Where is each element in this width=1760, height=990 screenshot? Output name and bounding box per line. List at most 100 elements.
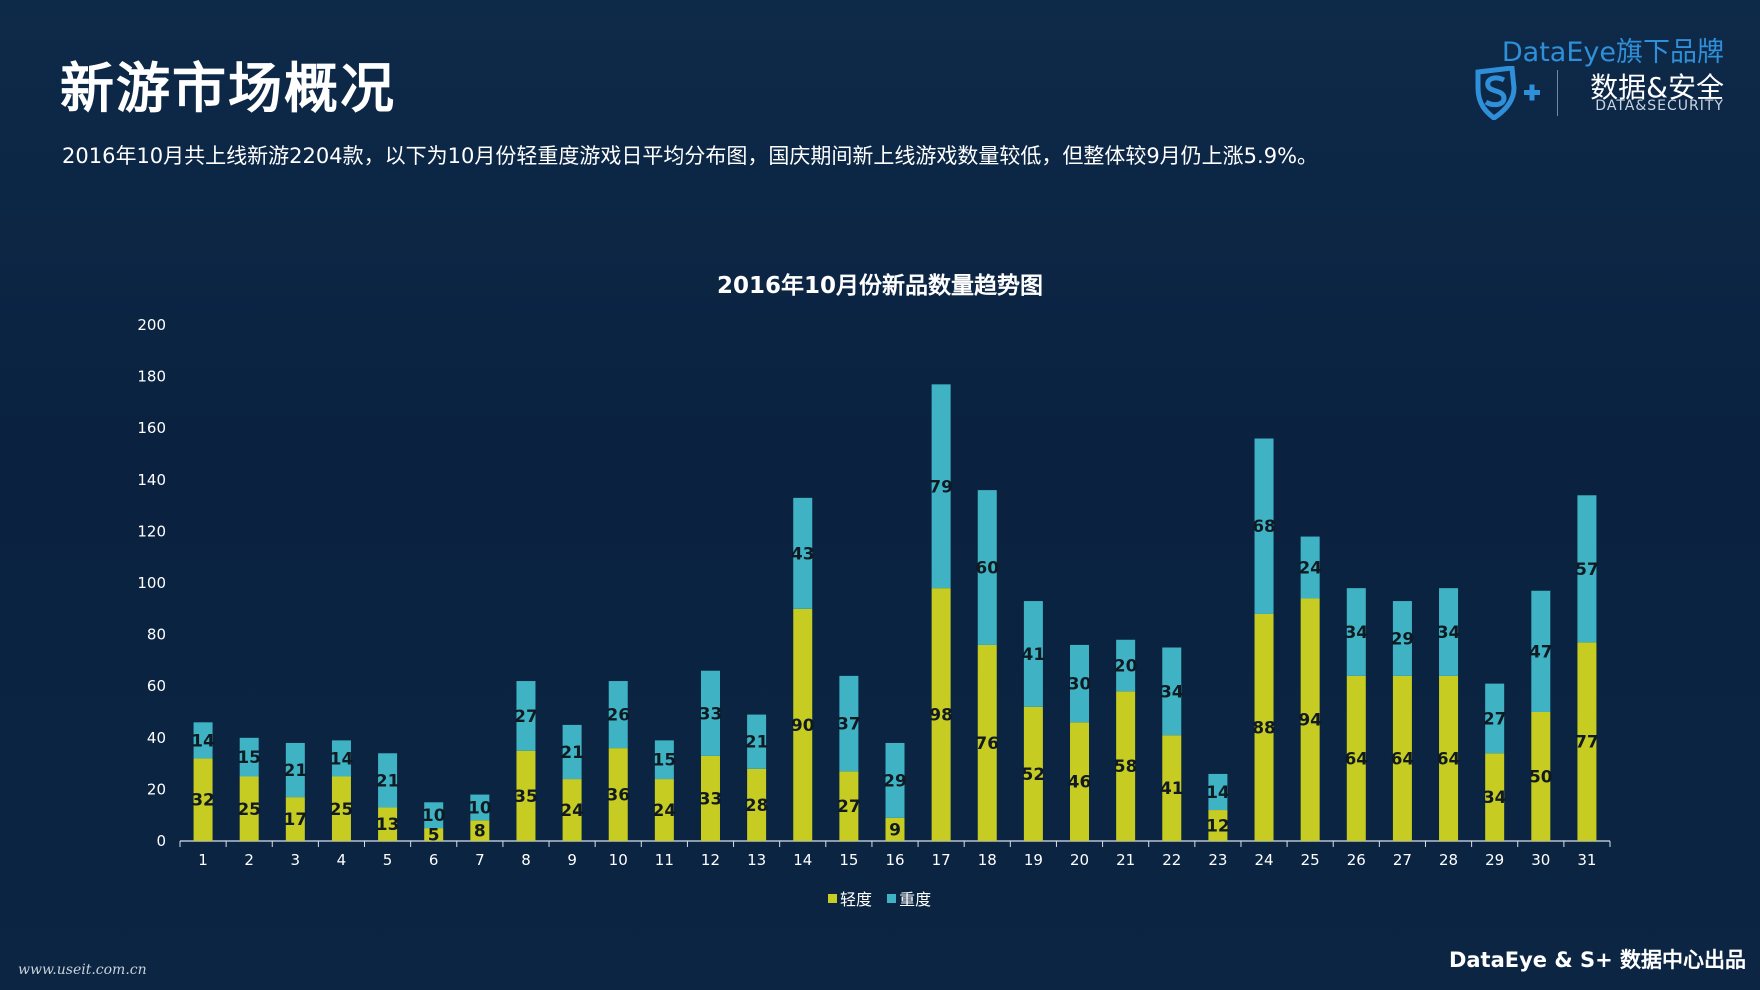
data-label-light: 36 — [606, 786, 630, 806]
data-label-heavy: 15 — [237, 748, 261, 768]
bar-heavy — [1208, 773, 1228, 811]
data-label-heavy: 14 — [1206, 783, 1230, 803]
bar-light — [1254, 613, 1274, 841]
data-label-heavy: 26 — [606, 706, 630, 726]
legend-label-heavy: 重度 — [899, 890, 932, 909]
bar-light — [1485, 753, 1505, 841]
x-tick-label: 22 — [1162, 851, 1181, 869]
x-tick-label: 27 — [1393, 851, 1412, 869]
y-tick-label: 160 — [137, 419, 166, 437]
data-label-light: 88 — [1252, 718, 1276, 738]
bar-heavy — [1485, 683, 1505, 754]
data-label-light: 17 — [283, 810, 307, 830]
data-label-heavy: 60 — [975, 559, 999, 579]
data-label-light: 25 — [330, 800, 354, 820]
data-label-light: 64 — [1344, 749, 1368, 769]
data-label-heavy: 21 — [376, 771, 400, 791]
x-tick-label: 19 — [1024, 851, 1043, 869]
bar-light — [608, 748, 628, 841]
bar-heavy — [1162, 647, 1182, 736]
bar-light — [1300, 598, 1320, 841]
splus-logo-icon — [1475, 66, 1540, 120]
bar-heavy — [1254, 438, 1274, 614]
bar-heavy — [747, 714, 767, 769]
bar-light — [1208, 810, 1228, 841]
data-label-light: 64 — [1391, 749, 1415, 769]
bar-light — [1439, 675, 1459, 841]
data-label-heavy: 33 — [699, 704, 723, 724]
x-tick-label: 16 — [885, 851, 904, 869]
bar-light — [700, 755, 720, 841]
chart-legend: 轻度 重度 — [828, 886, 941, 910]
data-label-light: 25 — [237, 800, 261, 820]
data-label-heavy: 27 — [514, 707, 538, 727]
bar-heavy — [885, 742, 905, 818]
x-tick-label: 4 — [337, 851, 347, 869]
y-tick-label: 80 — [147, 626, 166, 644]
bar-heavy — [793, 497, 813, 609]
legend-swatch-light — [828, 893, 837, 903]
bar-light — [562, 779, 582, 841]
data-label-light: 46 — [1068, 773, 1092, 793]
x-tick-label: 8 — [521, 851, 531, 869]
legend-label-light: 轻度 — [840, 890, 873, 909]
legend-swatch-heavy — [887, 893, 897, 903]
x-tick-label: 23 — [1208, 851, 1227, 869]
bar-light — [839, 771, 859, 841]
data-label-light: 64 — [1437, 749, 1461, 769]
bar-heavy — [1023, 601, 1043, 707]
x-tick-label: 21 — [1116, 851, 1135, 869]
bar-light — [516, 750, 536, 841]
x-tick-label: 13 — [747, 851, 766, 869]
data-label-light: 9 — [889, 820, 901, 840]
data-label-heavy: 15 — [653, 751, 677, 771]
bar-light — [1392, 675, 1412, 841]
data-label-light: 12 — [1206, 817, 1230, 837]
x-tick-label: 12 — [701, 851, 720, 869]
x-tick-label: 31 — [1577, 851, 1596, 869]
data-label-heavy: 29 — [883, 771, 907, 791]
data-label-light: 52 — [1022, 765, 1046, 785]
y-tick-label: 200 — [137, 316, 166, 334]
x-tick-label: 15 — [839, 851, 858, 869]
data-label-heavy: 47 — [1529, 642, 1553, 662]
data-label-heavy: 29 — [1391, 629, 1415, 649]
bar-light — [193, 758, 213, 841]
bar-light — [1070, 722, 1090, 841]
data-label-light: 58 — [1114, 757, 1138, 777]
bar-heavy — [516, 681, 536, 751]
x-tick-label: 11 — [655, 851, 674, 869]
x-tick-label: 14 — [793, 851, 812, 869]
data-label-light: 13 — [376, 815, 400, 835]
data-label-light: 5 — [428, 826, 440, 846]
data-label-heavy: 79 — [929, 477, 953, 497]
x-tick-label: 29 — [1485, 851, 1504, 869]
bar-light — [1531, 712, 1551, 841]
bar-light — [793, 608, 813, 841]
bar-heavy — [654, 740, 674, 780]
bar-heavy — [977, 490, 997, 645]
brand-tagline: DataEye旗下品牌 — [1501, 37, 1724, 68]
data-label-light: 24 — [653, 801, 677, 821]
bar-heavy — [193, 722, 213, 759]
data-label-heavy: 34 — [1344, 623, 1368, 643]
y-tick-label: 20 — [147, 780, 166, 798]
data-label-heavy: 41 — [1022, 645, 1046, 665]
bar-light — [331, 776, 351, 841]
data-label-light: 77 — [1575, 733, 1599, 753]
bar-light — [285, 797, 305, 841]
x-tick-label: 17 — [932, 851, 951, 869]
x-tick-label: 3 — [291, 851, 301, 869]
bar-heavy — [839, 675, 859, 772]
x-tick-label: 7 — [475, 851, 485, 869]
x-tick-label: 9 — [567, 851, 577, 869]
y-tick-label: 140 — [137, 471, 166, 489]
bar-heavy — [562, 724, 582, 780]
bar-light — [931, 588, 951, 841]
data-label-heavy: 21 — [745, 733, 769, 753]
bar-light — [378, 807, 398, 841]
bar-heavy — [1346, 588, 1366, 676]
bar-light — [424, 828, 444, 841]
y-tick-label: 120 — [137, 522, 166, 540]
